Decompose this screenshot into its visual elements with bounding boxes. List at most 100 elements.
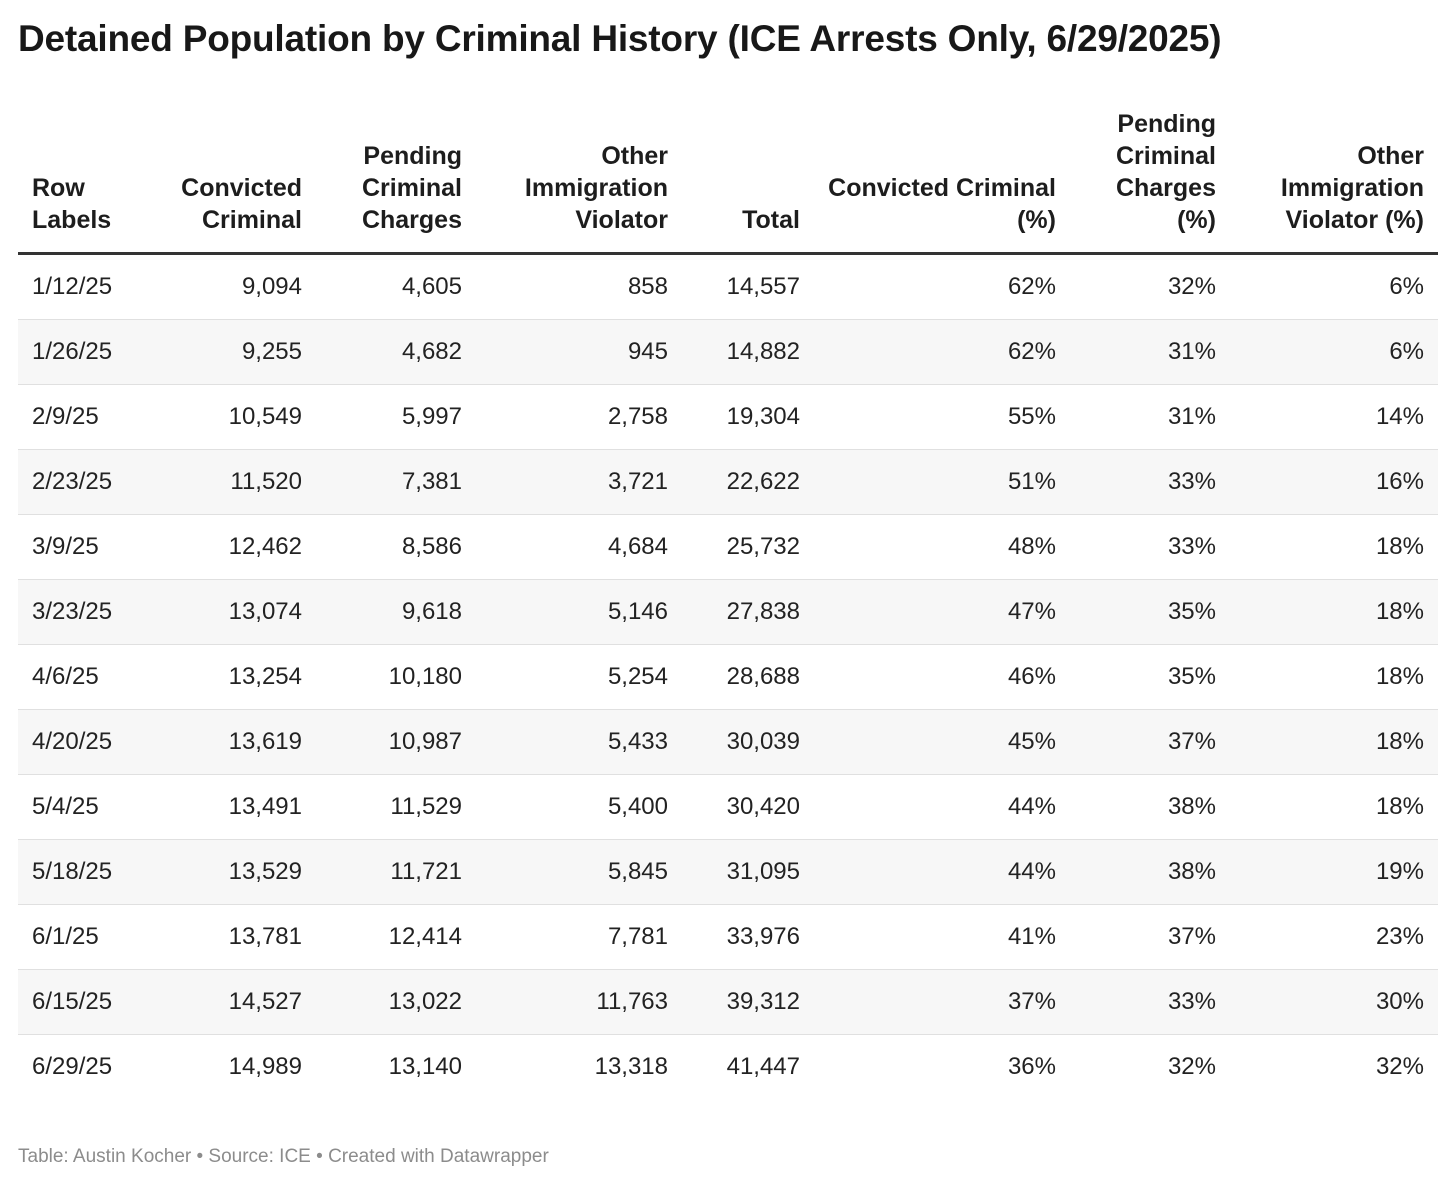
table-body: 1/12/25 9,094 4,605 858 14,557 62% 32% 6% 1/26/2… [18, 253, 1438, 1100]
cell-date: 5/18/25 [18, 839, 146, 905]
cell-convicted-criminal: 11,520 [146, 449, 316, 515]
cell-pending-criminal-charges: 13,140 [388, 1053, 462, 1080]
cell-pending-criminal-charges-pct: 38% [1070, 839, 1230, 905]
cell-other-immigration-violator: 5,400 [476, 774, 682, 840]
column-header-row-labels[interactable]: Row Labels [18, 108, 146, 255]
column-header-other-immigration-violator-pct[interactable]: Other Immigration Violator (%) [1230, 108, 1438, 255]
cell-other-immigration-violator: 7,781 [476, 904, 682, 970]
cell-total: 30,039 [682, 709, 814, 775]
table-row: 2/23/25 11,520 7,381 3,721 22,622 51% 33% 16% [18, 449, 1438, 515]
cell-convicted-criminal: 13,074 [146, 579, 316, 645]
cell-other-immigration-violator-pct: 16% [1230, 449, 1438, 515]
cell-pending-criminal-charges: 9,618 [316, 579, 476, 645]
cell-other-immigration-violator: 3,721 [476, 449, 682, 515]
cell-convicted-criminal: 13,254 [146, 644, 316, 710]
cell-other-immigration-violator: 858 [476, 253, 682, 320]
cell-pending-criminal-charges-pct: 31% [1070, 319, 1230, 385]
cell-total: 19,304 [682, 384, 814, 450]
cell-pending-criminal-charges-pct: 33% [1070, 969, 1230, 1035]
cell-pending-criminal-charges: 11,721 [316, 839, 476, 905]
cell-pending-criminal-charges-pct: 37% [1070, 709, 1230, 775]
cell-pending-criminal-charges: 11,529 [316, 774, 476, 840]
column-header-total[interactable]: Total [682, 108, 814, 255]
cell-pending-criminal-charges-pct: 32% [1070, 253, 1230, 320]
cell-convicted-criminal: 13,781 [146, 904, 316, 970]
cell-date: 5/4/25 [18, 774, 146, 840]
cell-total: 22,622 [682, 449, 814, 515]
cell-total: 25,732 [682, 514, 814, 580]
cell-pending-criminal-charges: 4,605 [316, 253, 476, 320]
table-row: 4/6/25 13,254 10,180 5,254 28,688 46% 35% 18% [18, 644, 1438, 710]
cell-pending-criminal-charges-pct: 38% [1070, 774, 1230, 840]
cell-pending-criminal-charges-pct: 31% [1070, 384, 1230, 450]
cell-total: 31,095 [682, 839, 814, 905]
cell-other-immigration-violator-pct: 23% [1230, 904, 1438, 970]
cell-pending-criminal-charges-pct: 35% [1070, 579, 1230, 645]
cell-date: 2/23/25 [18, 449, 146, 515]
cell-convicted-criminal-pct: 44% [814, 774, 1070, 840]
cell-pending-criminal-charges: 7,381 [316, 449, 476, 515]
table-row: 4/20/25 13,619 10,987 5,433 30,039 45% 37% 18% [18, 709, 1438, 775]
cell-other-immigration-violator: 13,318 [594, 1053, 668, 1080]
cell-total: 14,882 [682, 319, 814, 385]
cell-total: 14,557 [682, 253, 814, 320]
header-row: Row Labels Convicted Criminal Pending Cr… [18, 108, 1438, 255]
cell-convicted-criminal-pct: 36% [1007, 1053, 1056, 1080]
cell-convicted-criminal-pct: 44% [814, 839, 1070, 905]
cell-pending-criminal-charges: 5,997 [316, 384, 476, 450]
cell-other-immigration-violator-pct: 6% [1230, 253, 1438, 320]
cell-total: 33,976 [682, 904, 814, 970]
cell-total: 30,420 [682, 774, 814, 840]
cell-convicted-criminal-pct: 41% [814, 904, 1070, 970]
cell-total: 27,838 [682, 579, 814, 645]
cell-total: 28,688 [682, 644, 814, 710]
cell-other-immigration-violator: 5,254 [476, 644, 682, 710]
cell-convicted-criminal-pct: 62% [814, 253, 1070, 320]
cell-other-immigration-violator-pct: 19% [1230, 839, 1438, 905]
table-row: 1/26/25 9,255 4,682 945 14,882 62% 31% 6% [18, 319, 1438, 385]
cell-pending-criminal-charges: 10,987 [316, 709, 476, 775]
cell-other-immigration-violator: 945 [476, 319, 682, 385]
cell-other-immigration-violator: 5,845 [476, 839, 682, 905]
column-header-other-immigration-violator[interactable]: Other Immigration Violator [476, 108, 682, 255]
cell-other-immigration-violator-pct: 18% [1230, 774, 1438, 840]
cell-other-immigration-violator-pct: 14% [1230, 384, 1438, 450]
table-row: 5/18/25 13,529 11,721 5,845 31,095 44% 38% 19% [18, 839, 1438, 905]
cell-date: 6/29/25 [32, 1053, 113, 1080]
table-row: 6/1/25 13,781 12,414 7,781 33,976 41% 37% 23% [18, 904, 1438, 970]
cell-pending-criminal-charges: 8,586 [316, 514, 476, 580]
cell-pending-criminal-charges: 4,682 [316, 319, 476, 385]
cell-date: 1/12/25 [18, 253, 146, 320]
cell-convicted-criminal-pct: 62% [814, 319, 1070, 385]
chart-title: Detained Population by Criminal History … [18, 18, 1222, 59]
cell-convicted-criminal: 9,255 [146, 319, 316, 385]
cell-convicted-criminal-pct: 47% [814, 579, 1070, 645]
cell-other-immigration-violator-pct: 32% [1375, 1053, 1424, 1080]
table-row: 6/15/25 14,527 13,022 11,763 39,312 37% 33% 30% [18, 969, 1438, 1035]
cell-convicted-criminal: 12,462 [146, 514, 316, 580]
cell-date: 1/26/25 [18, 319, 146, 385]
cell-date: 6/1/25 [18, 904, 146, 970]
cell-pending-criminal-charges-pct: 35% [1070, 644, 1230, 710]
cell-convicted-criminal-pct: 55% [814, 384, 1070, 450]
data-table-container: Row Labels Convicted Criminal Pending Cr… [18, 108, 1438, 1099]
source-footer: Table: Austin Kocher • Source: ICE • Cre… [18, 1146, 549, 1167]
cell-convicted-criminal: 14,527 [146, 969, 316, 1035]
cell-date: 6/15/25 [18, 969, 146, 1035]
column-header-pending-criminal-charges-pct[interactable]: Pending Criminal Charges (%) [1070, 108, 1230, 255]
cell-pending-criminal-charges-pct: 33% [1070, 514, 1230, 580]
cell-convicted-criminal: 13,619 [146, 709, 316, 775]
cell-total: 41,447 [726, 1053, 800, 1080]
column-header-pending-criminal-charges[interactable]: Pending Criminal Charges [316, 108, 476, 255]
cell-convicted-criminal-pct: 51% [814, 449, 1070, 515]
cell-pending-criminal-charges-pct: 32% [1167, 1053, 1216, 1080]
cell-convicted-criminal: 14,989 [228, 1053, 302, 1080]
cell-other-immigration-violator: 5,146 [476, 579, 682, 645]
table-row: 2/9/25 10,549 5,997 2,758 19,304 55% 31% 14% [18, 384, 1438, 450]
cell-other-immigration-violator-pct: 18% [1230, 579, 1438, 645]
column-header-convicted-criminal-pct[interactable]: Convicted Criminal (%) [814, 108, 1070, 255]
cell-convicted-criminal: 10,549 [146, 384, 316, 450]
data-table: Row Labels Convicted Criminal Pending Cr… [18, 108, 1438, 1099]
column-header-convicted-criminal[interactable]: Convicted Criminal [146, 108, 316, 255]
table-row: 1/12/25 9,094 4,605 858 14,557 62% 32% 6% [18, 253, 1438, 320]
